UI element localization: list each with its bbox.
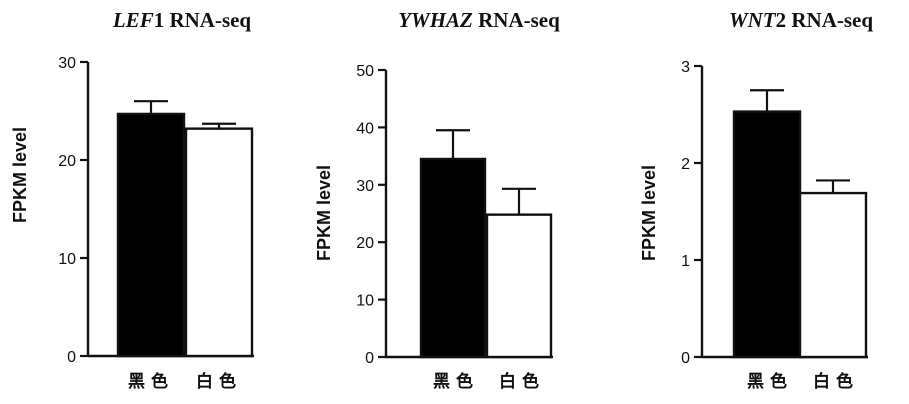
title-gene-name: LEF (112, 8, 154, 32)
y-tick-label: 10 (356, 293, 374, 310)
chart-panel-lef1: LEF1 RNA-seq FPKM level 0 10 20 30 黑色 白色 (10, 8, 254, 392)
title-suffix: 1 RNA-seq (154, 8, 252, 32)
category-label-white: 白色 (196, 371, 242, 392)
category-label-white: 白色 (813, 371, 859, 392)
bar-black (419, 157, 487, 359)
y-tick-label: 50 (356, 63, 374, 80)
title-gene-name: WNT (729, 8, 777, 32)
y-tick-label: 40 (356, 120, 374, 137)
chart-title: LEF1 RNA-seq (112, 8, 252, 32)
bar-white (798, 191, 868, 359)
category-label-black: 黑色 (128, 371, 174, 392)
category-label-white: 白色 (499, 371, 545, 392)
chart-title: WNT2 RNA-seq (729, 8, 873, 32)
bar-black (116, 112, 186, 358)
y-tick-label: 0 (365, 350, 374, 367)
y-tick-label: 2 (681, 156, 690, 173)
title-suffix: 2 RNA-seq (776, 8, 874, 32)
plot-area: 0 10 20 30 40 50 (356, 63, 553, 367)
y-tick-label: 20 (356, 235, 374, 252)
y-axis-title: FPKM level (639, 165, 659, 261)
bar-black (732, 110, 802, 359)
y-axis-title: FPKM level (10, 127, 30, 223)
title-suffix: RNA-seq (473, 8, 560, 32)
y-tick-label: 30 (58, 55, 76, 72)
chart-panel-wnt2: WNT2 RNA-seq FPKM level 0 1 2 3 黑色 白色 (639, 8, 873, 392)
y-tick-label: 3 (681, 59, 690, 76)
y-axis-title: FPKM level (314, 165, 334, 261)
y-tick-label: 30 (356, 178, 374, 195)
title-gene-name: YWHAZ (398, 8, 473, 32)
plot-area: 0 10 20 30 (58, 55, 254, 366)
y-tick-label: 1 (681, 253, 690, 270)
chart-title: YWHAZ RNA-seq (398, 8, 560, 32)
category-label-black: 黑色 (747, 371, 793, 392)
bar-white (485, 213, 553, 359)
category-label-black: 黑色 (433, 371, 479, 392)
bar-white (184, 127, 254, 358)
y-tick-label: 0 (67, 349, 76, 366)
y-tick-label: 10 (58, 251, 76, 268)
y-tick-label: 0 (681, 350, 690, 367)
plot-area: 0 1 2 3 (681, 59, 868, 367)
y-tick-label: 20 (58, 153, 76, 170)
